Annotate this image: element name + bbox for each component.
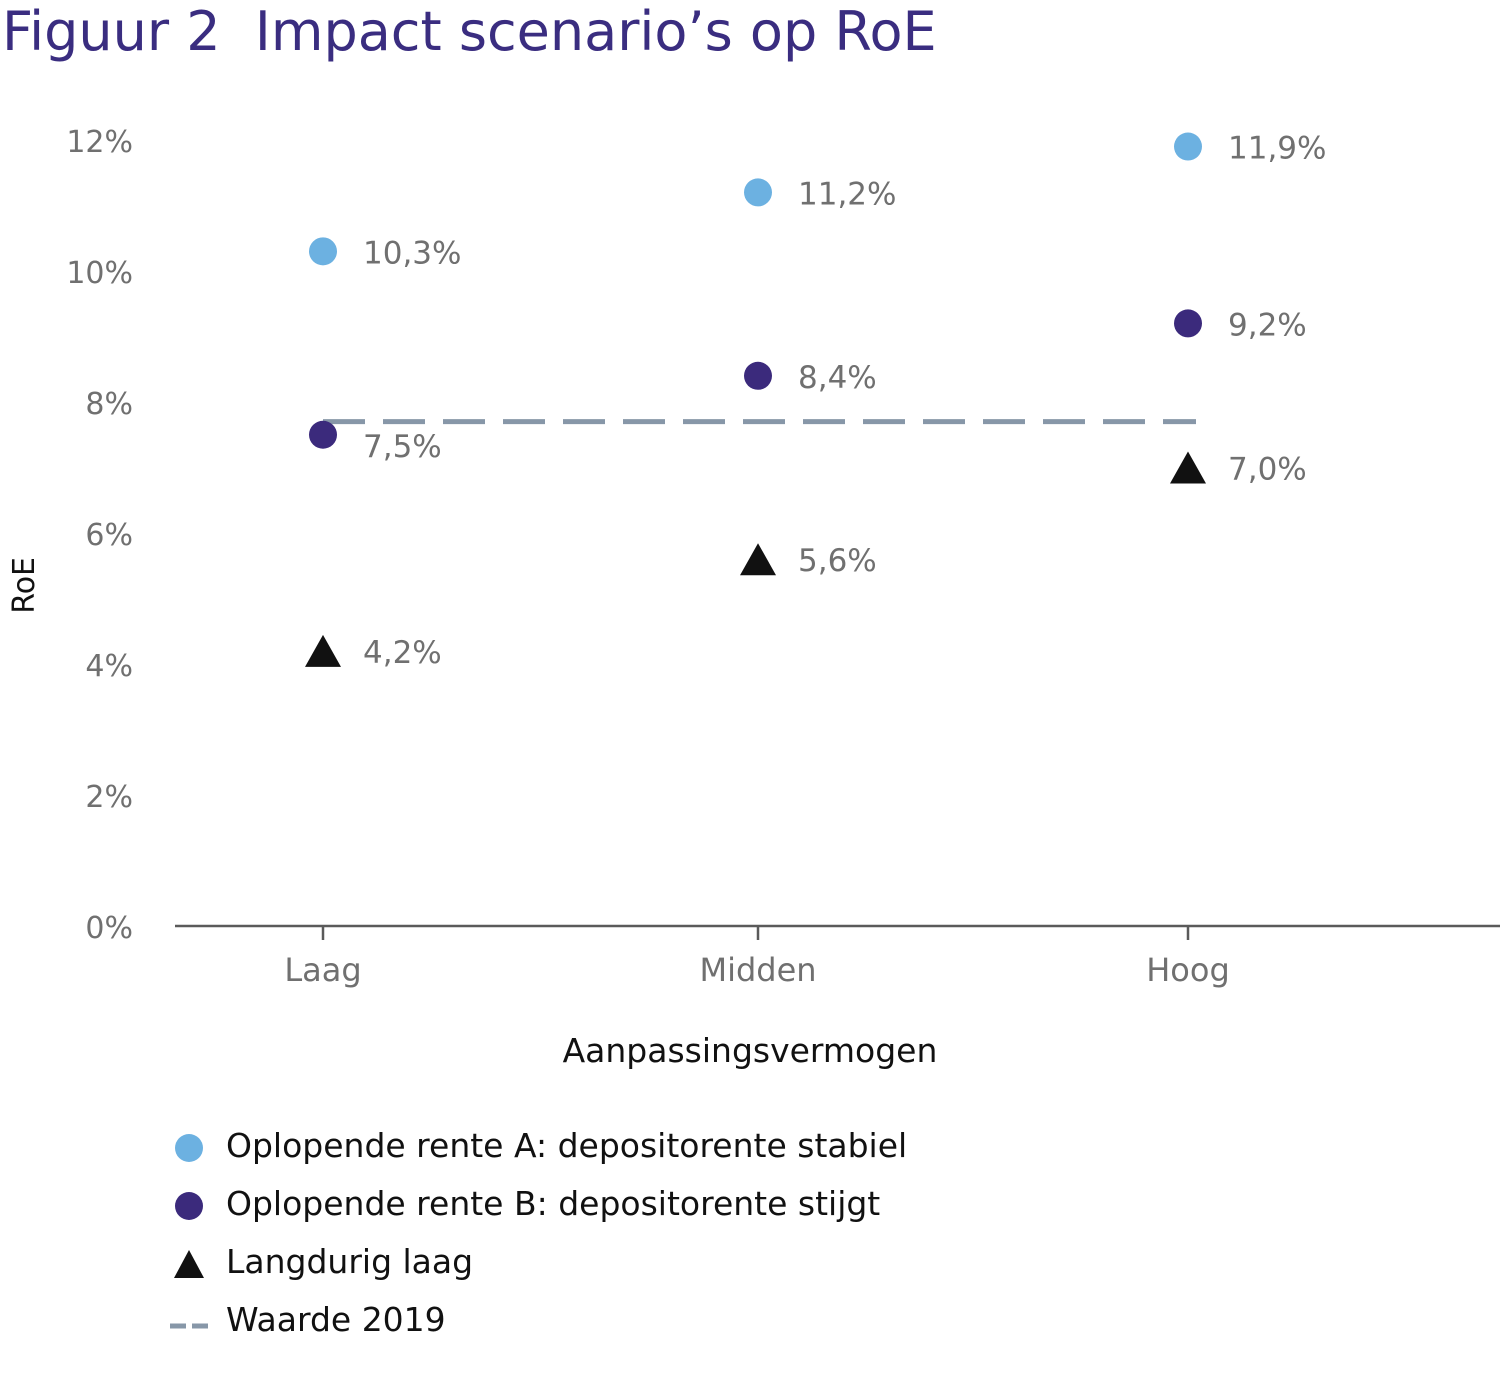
data-point-circle [309, 420, 337, 449]
y-tick-label: 12% [66, 125, 133, 160]
y-tick-label: 8% [85, 387, 133, 422]
data-label: 11,9% [1228, 131, 1326, 167]
legend-circle-icon-purple [175, 1192, 203, 1220]
data-point-triangle [305, 634, 341, 667]
data-point-circle [1174, 132, 1202, 161]
legend-circle-icon-light-blue [175, 1134, 203, 1162]
legend-label-langdurig-laag: Langdurig laag [226, 1242, 474, 1281]
chart-canvas: 0% 2% 4% 6% 8% 10% 12% Laag Midden Hoog Aanpassing… [7, 125, 1500, 1070]
data-point-circle [744, 178, 772, 207]
legend-label-waarde-2019: Waarde 2019 [226, 1300, 446, 1339]
chart-title: Figuur 2 Impact scenario’s op RoE [2, 0, 937, 63]
y-tick-label: 4% [85, 649, 133, 684]
x-tick-label: Hoog [1146, 951, 1230, 989]
legend-triangle-icon [174, 1250, 204, 1278]
data-point-circle [309, 237, 337, 266]
data-point-triangle [1170, 451, 1206, 484]
x-tick-label: Laag [284, 951, 361, 989]
y-tick-label: 2% [85, 780, 133, 815]
data-point-triangle [740, 543, 776, 576]
data-label: 8,4% [798, 360, 877, 396]
data-label: 7,0% [1228, 452, 1307, 488]
data-label: 7,5% [363, 429, 442, 465]
data-label: 9,2% [1228, 307, 1307, 343]
legend-label-series-b: Oplopende rente B: depositorente stijgt [226, 1184, 881, 1223]
legend-dashed-line-icon [170, 1323, 210, 1329]
data-point-circle [744, 361, 772, 390]
legend-label-series-a: Oplopende rente A: depositorente stabiel [226, 1126, 908, 1165]
y-tick-label: 6% [85, 518, 133, 553]
data-label: 11,2% [798, 176, 896, 212]
data-point-circle [1174, 309, 1202, 338]
x-axis-title: Aanpassingsvermogen [563, 1031, 938, 1070]
data-label: 4,2% [363, 635, 442, 671]
data-label: 5,6% [798, 543, 877, 579]
y-axis-title: RoE [7, 557, 42, 614]
y-tick-label: 10% [66, 256, 133, 291]
y-tick-label: 0% [85, 911, 133, 946]
x-tick-label: Midden [699, 951, 816, 989]
data-label: 10,3% [363, 235, 461, 271]
